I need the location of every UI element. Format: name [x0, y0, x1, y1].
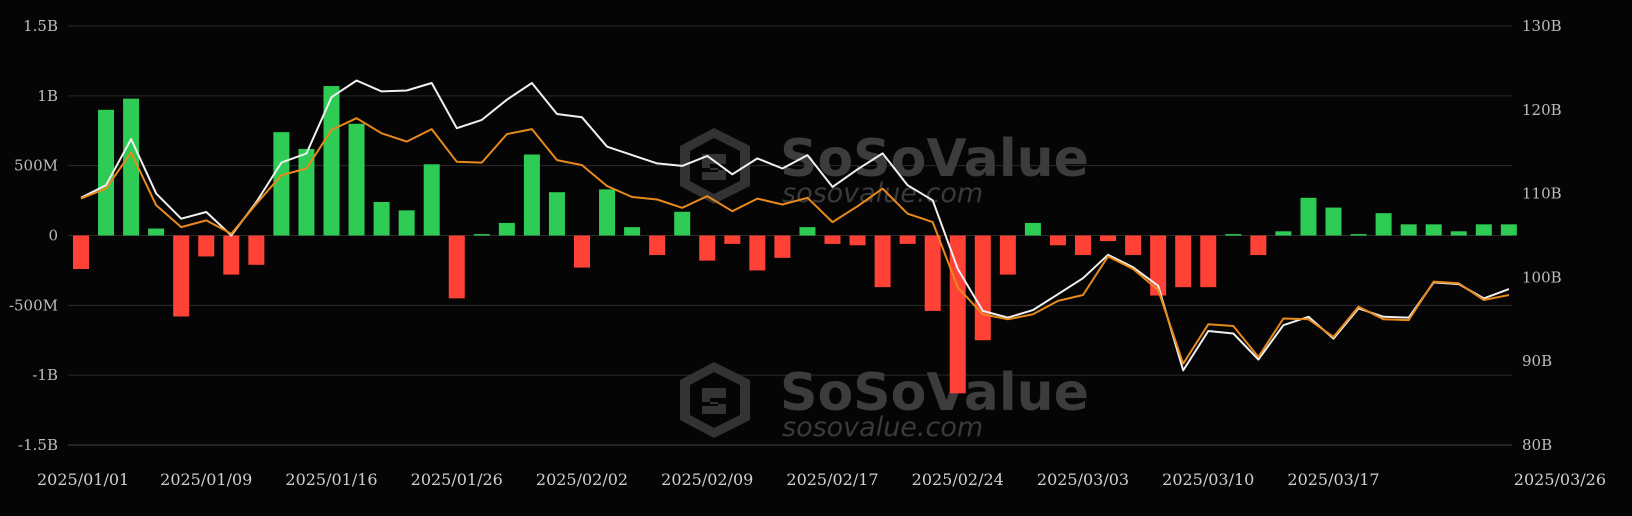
x-tick-label: 2025/02/02 [536, 470, 628, 489]
inflow-bar [98, 109, 115, 236]
watermark-site: sosovalue.com [782, 178, 983, 209]
x-tick-label: 2025/02/24 [912, 470, 1004, 489]
outflow-bar [1200, 235, 1217, 288]
inflow-bar [599, 189, 616, 236]
series-line-2 [80, 117, 1510, 365]
y-right-tick-label: 130B [1522, 17, 1562, 35]
brand-logo-icon [680, 128, 750, 204]
inflow-bar [1450, 231, 1467, 236]
inflow-bar [1425, 224, 1442, 236]
inflow-bar [674, 211, 691, 236]
outflow-bar [849, 235, 866, 246]
y-right-tick-label: 100B [1522, 268, 1562, 286]
inflow-bar [148, 228, 165, 236]
inflow-bar [373, 201, 390, 236]
inflow-bar [423, 164, 440, 236]
y-left-tick-label: -1B [32, 366, 58, 384]
inflow-bar [1225, 234, 1242, 236]
outflow-bar [1125, 235, 1142, 256]
x-tick-label: 2025/01/26 [411, 470, 503, 489]
y-left-tick-label: 0 [48, 227, 58, 245]
outflow-bar [1100, 235, 1117, 242]
inflow-bar [1475, 224, 1492, 236]
y-right-tick-label: 80B [1522, 436, 1552, 454]
x-tick-label: 2025/03/03 [1037, 470, 1129, 489]
x-axis: 2025/01/01 2025/01/09 2025/01/16 2025/01/26… [37, 444, 1606, 489]
brand-logo-icon [680, 362, 750, 438]
inflow-bar [1375, 213, 1392, 236]
inflow-bar [123, 98, 140, 236]
y-right-tick-label: 110B [1522, 185, 1562, 203]
y-left-tick-label: 1.5B [23, 17, 58, 35]
series-line-1 [80, 79, 1510, 372]
y-left-tick-label: -1.5B [18, 436, 58, 454]
watermark-bottom: SoSoValue sosovalue.com [680, 362, 1089, 443]
outflow-bar [899, 235, 916, 244]
outflow-bar [1150, 235, 1167, 296]
outflow-bar [949, 235, 966, 394]
outflow-bar [749, 235, 766, 271]
inflow-bar [1350, 234, 1367, 236]
inflow-bar [1500, 224, 1517, 236]
inflow-bar [1300, 197, 1317, 236]
outflow-bar [1075, 235, 1091, 256]
outflow-bar [248, 235, 265, 265]
y-axis-left: 1.5B 1B 500M 0 -500M -1B -1.5B [9, 17, 58, 454]
watermarks: SoSoValue sosovalue.com SoSoValue sosova… [680, 128, 1089, 443]
series-lines [80, 79, 1510, 372]
outflow-bar [448, 235, 465, 299]
y-right-tick-label: 120B [1522, 101, 1562, 119]
inflow-bar [498, 222, 515, 236]
inflow-bar [523, 154, 540, 236]
outflow-bar [198, 235, 215, 257]
y-left-tick-label: 500M [14, 157, 58, 175]
inflow-bar [1325, 207, 1342, 236]
outflow-bar [724, 235, 741, 244]
inflow-bar [1024, 222, 1041, 236]
y-left-tick-label: -500M [9, 296, 58, 314]
outflow-bar [649, 235, 666, 256]
y-left-tick-label: 1B [37, 87, 58, 105]
outflow-bar [974, 235, 991, 341]
x-tick-label: 2025/01/09 [160, 470, 252, 489]
outflow-bar [874, 235, 891, 288]
outflow-bar [699, 235, 716, 261]
outflow-bar [223, 235, 240, 275]
watermark-brand: SoSoValue [780, 129, 1089, 189]
y-right-tick-label: 90B [1522, 352, 1552, 370]
outflow-bar [574, 235, 590, 268]
x-tick-label: 2025/03/10 [1162, 470, 1254, 489]
outflow-bar [73, 235, 89, 270]
outflow-bar [1049, 235, 1066, 246]
inflow-bar [398, 210, 415, 236]
inflow-bar [548, 192, 565, 236]
x-tick-label: 2025/02/09 [661, 470, 753, 489]
inflow-bar [799, 227, 816, 236]
outflow-bar [924, 235, 941, 311]
x-tick-label: 2025/02/17 [786, 470, 878, 489]
inflow-bar [323, 86, 340, 236]
x-tick-label: 2025/01/16 [285, 470, 377, 489]
x-tick-label: 2025/03/26 [1514, 470, 1606, 489]
inflow-bar [273, 132, 290, 236]
inflow-bar [1400, 224, 1417, 236]
outflow-bar [999, 235, 1016, 275]
inflow-bar [348, 123, 365, 236]
y-axis-right: 130B 120B 110B 100B 90B 80B [1522, 17, 1562, 454]
inflow-bar [624, 227, 641, 236]
inflow-bar [473, 234, 490, 236]
watermark-top: SoSoValue sosovalue.com [680, 128, 1089, 209]
outflow-bar [774, 235, 791, 258]
x-tick-label: 2025/01/01 [37, 470, 129, 489]
outflow-bar [824, 235, 841, 244]
outflow-bar [1175, 235, 1192, 288]
watermark-site: sosovalue.com [782, 412, 983, 443]
inflow-bar [298, 148, 315, 236]
watermark-brand: SoSoValue [780, 363, 1089, 423]
outflow-bar [173, 235, 190, 317]
outflow-bar [1250, 235, 1267, 256]
x-tick-label: 2025/03/17 [1287, 470, 1379, 489]
inflow-bar [1275, 231, 1292, 236]
